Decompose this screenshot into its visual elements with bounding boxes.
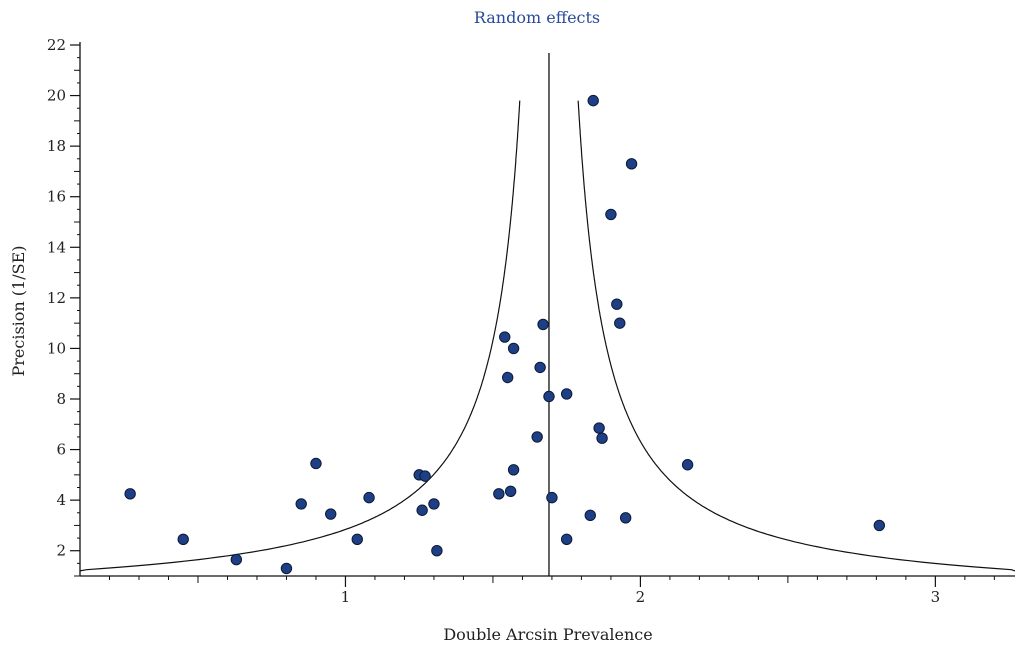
- data-point: [295, 498, 307, 510]
- x-axis: 1 2 3: [80, 575, 1015, 606]
- x-tick-label: 1: [341, 588, 351, 606]
- data-point: [873, 519, 886, 532]
- data-point: [499, 331, 511, 343]
- data-point: [537, 318, 549, 331]
- data-point: [504, 485, 517, 497]
- data-point: [325, 508, 337, 520]
- data-point: [351, 533, 363, 546]
- y-tick-label: 14: [47, 238, 66, 256]
- data-point: [614, 317, 626, 329]
- data-point: [416, 504, 428, 516]
- data-point: [611, 298, 623, 310]
- y-tick-label: 18: [47, 137, 66, 155]
- y-tick-label: 2: [56, 542, 66, 560]
- data-point: [587, 94, 599, 107]
- data-point: [493, 488, 505, 500]
- x-tick-label: 3: [931, 588, 941, 606]
- chart-title: Random effects: [474, 8, 600, 27]
- data-point: [560, 388, 573, 400]
- data-points: [124, 94, 886, 575]
- funnel-confidence-limits: [79, 100, 1015, 572]
- y-tick-label: 4: [56, 491, 66, 509]
- data-point: [363, 491, 375, 504]
- data-point: [230, 553, 243, 566]
- y-axis-label: Precision (1/SE): [9, 245, 28, 376]
- y-tick-label: 10: [47, 339, 66, 357]
- data-point: [280, 562, 293, 575]
- data-point: [619, 512, 632, 524]
- data-point: [124, 488, 136, 500]
- data-point: [546, 491, 558, 504]
- data-point: [596, 432, 608, 444]
- y-tick-label: 16: [47, 188, 66, 206]
- y-tick-label: 6: [56, 441, 66, 459]
- data-point: [501, 371, 514, 384]
- y-tick-label: 20: [47, 87, 66, 105]
- data-point: [593, 422, 605, 434]
- data-point: [625, 158, 638, 170]
- funnel-right-limit: [577, 100, 1015, 572]
- data-point: [507, 464, 520, 476]
- y-tick-label: 12: [47, 289, 66, 307]
- x-tick-label: 2: [636, 588, 646, 606]
- data-point: [419, 470, 431, 482]
- data-point: [543, 390, 555, 403]
- data-point: [681, 459, 694, 471]
- y-tick-label: 22: [47, 36, 66, 54]
- data-point: [584, 509, 596, 522]
- data-point: [177, 533, 189, 546]
- data-point: [428, 498, 440, 510]
- data-point: [431, 545, 443, 557]
- x-axis-label: Double Arcsin Prevalence: [443, 625, 652, 644]
- funnel-left-limit: [79, 100, 521, 572]
- y-axis: 2 4 6 8 10 12 14 16 18 20 22: [47, 36, 81, 577]
- data-point: [560, 533, 573, 546]
- data-point: [310, 457, 322, 470]
- y-tick-label: 8: [56, 390, 66, 408]
- data-point: [534, 361, 546, 374]
- data-point: [507, 342, 520, 355]
- data-point: [531, 431, 543, 443]
- data-point: [605, 208, 617, 221]
